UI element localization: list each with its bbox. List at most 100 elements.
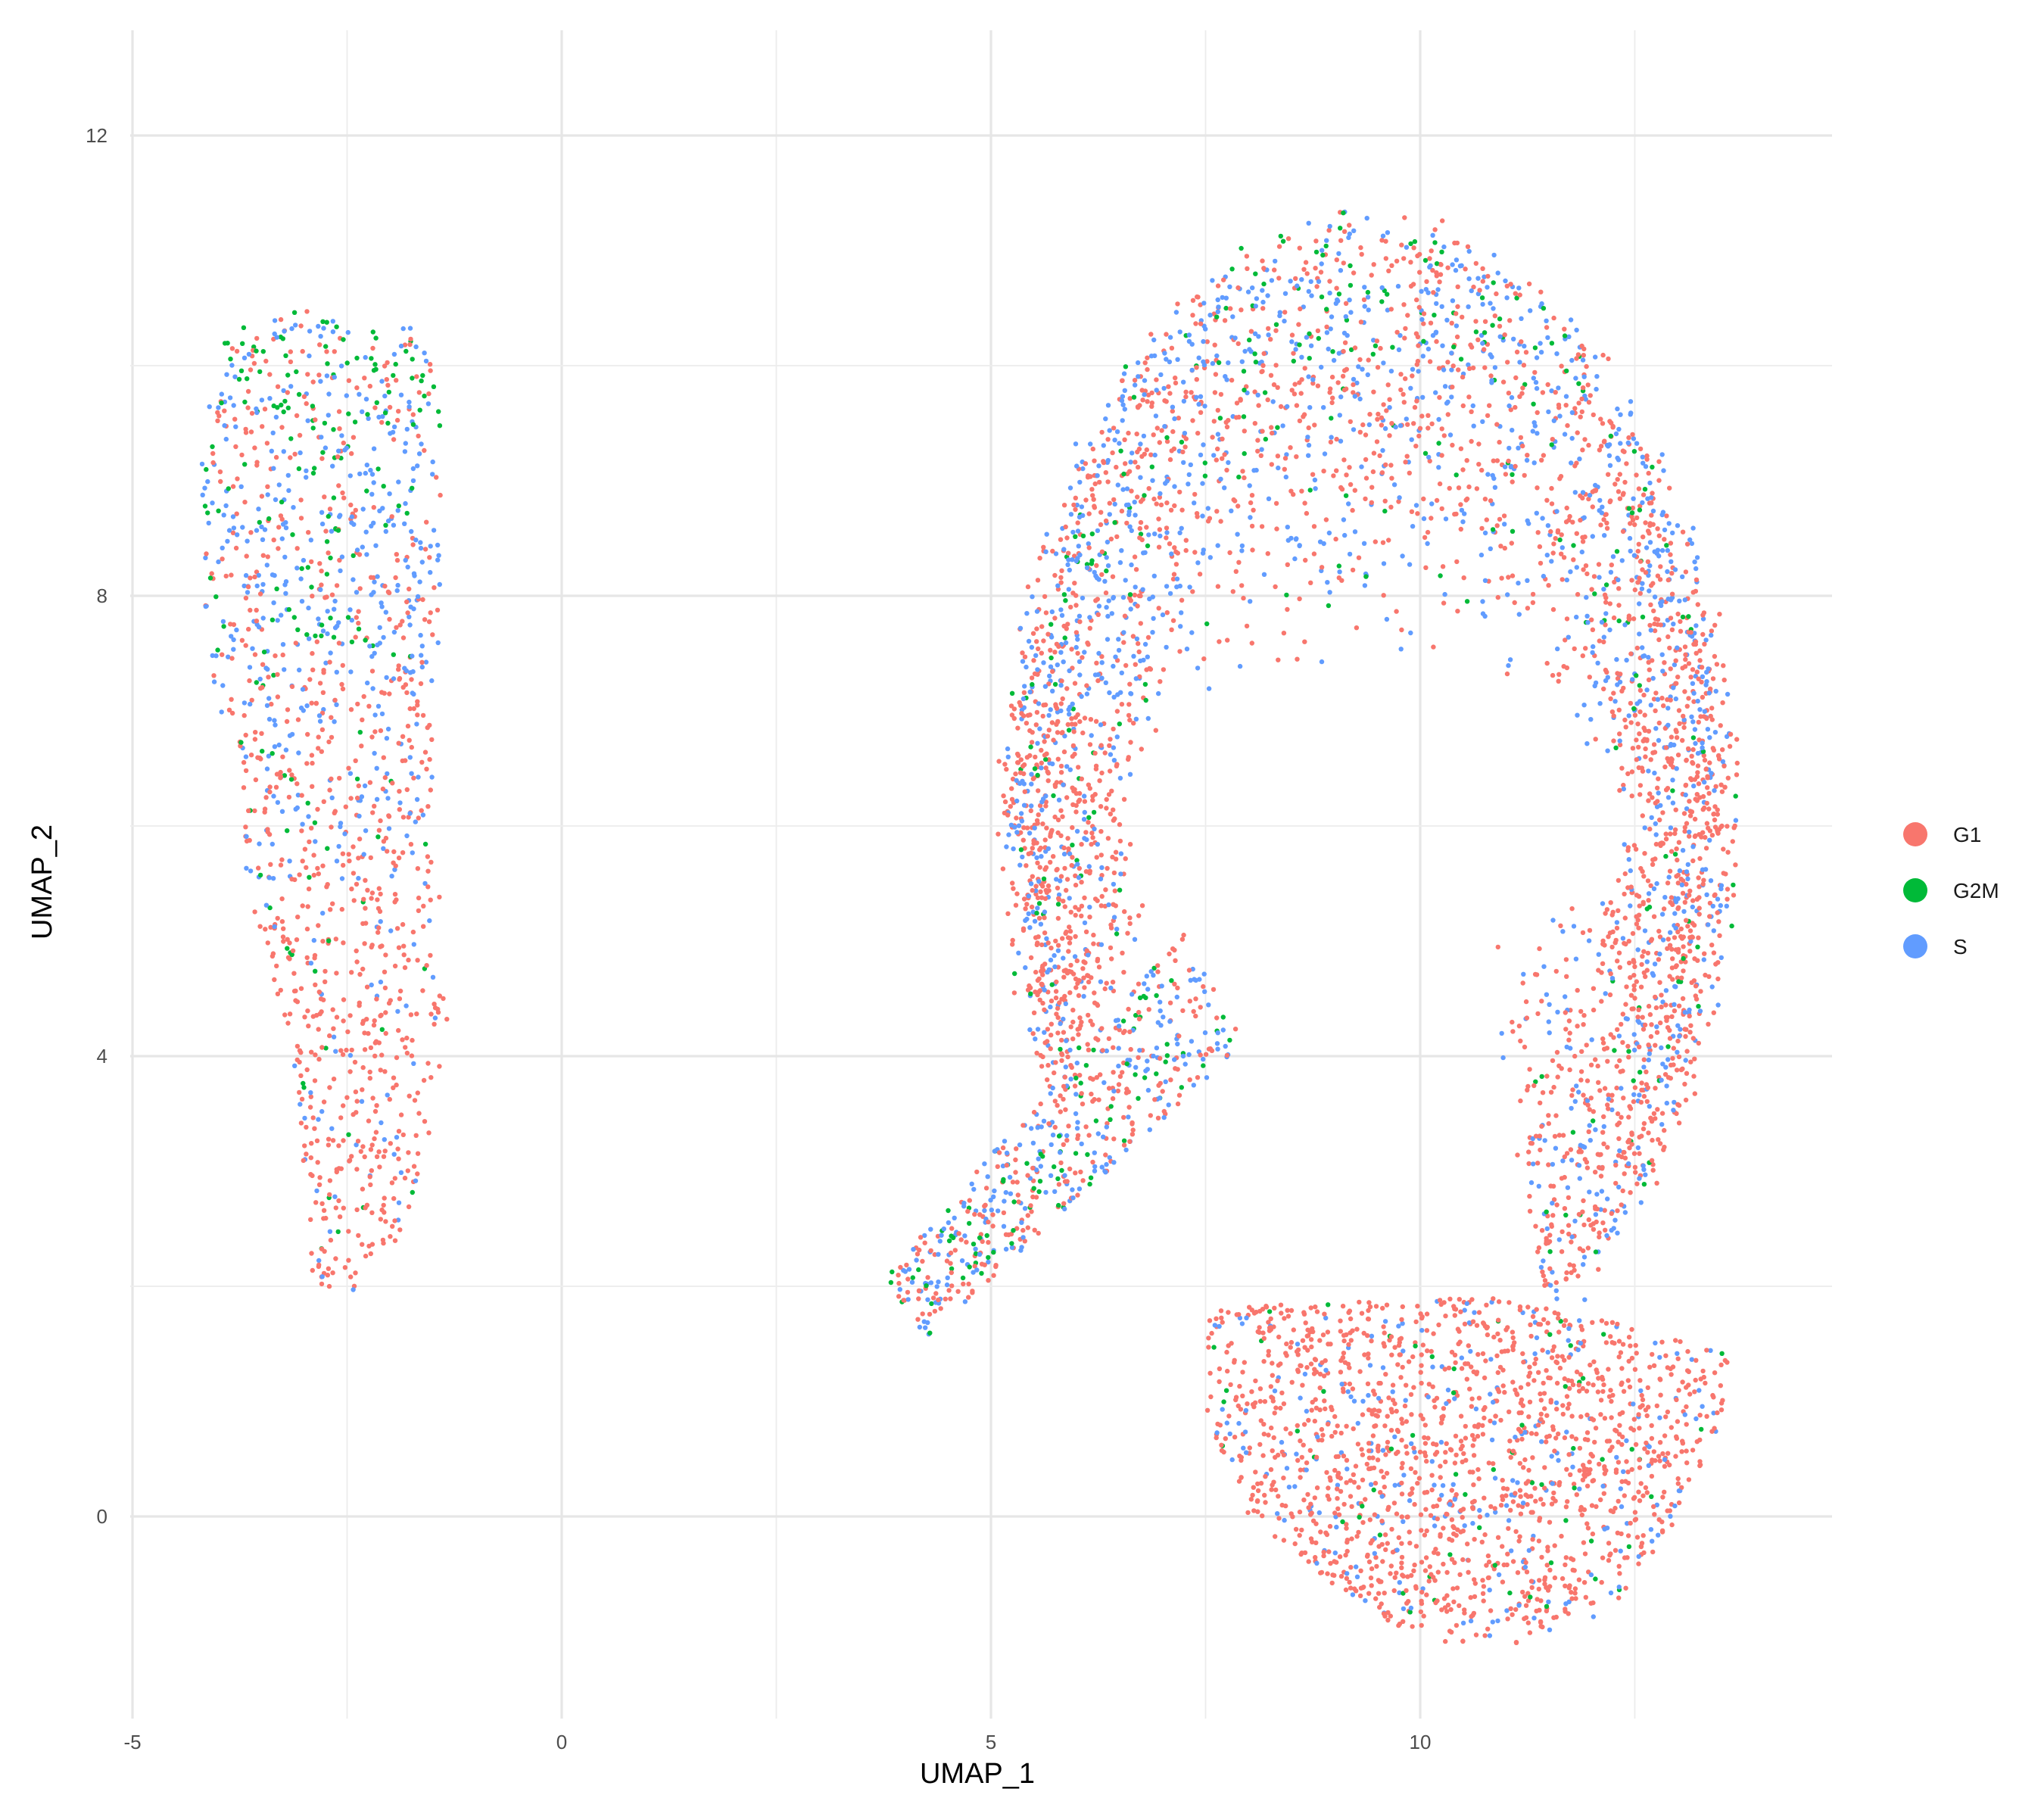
point-g1	[1581, 567, 1586, 572]
point-s	[1670, 778, 1675, 783]
point-s	[1544, 1226, 1550, 1232]
point-g1	[1709, 943, 1715, 948]
point-g1	[1106, 792, 1112, 797]
point-s	[210, 653, 215, 659]
point-g1	[1637, 903, 1642, 908]
point-g1	[1492, 313, 1498, 319]
point-g1	[242, 500, 248, 505]
point-g1	[243, 643, 248, 648]
point-g1	[1079, 880, 1084, 885]
point-g1	[1145, 634, 1151, 640]
point-g1	[1525, 1083, 1531, 1089]
point-g1	[327, 659, 332, 665]
point-s	[1697, 1008, 1703, 1014]
point-g1	[415, 712, 420, 718]
point-g1	[339, 681, 344, 687]
point-g2m	[437, 423, 443, 429]
point-g1	[1656, 459, 1662, 464]
point-s	[1637, 699, 1643, 704]
point-g1	[1630, 930, 1636, 937]
point-g1	[265, 484, 270, 489]
point-g1	[301, 1158, 306, 1164]
point-g1	[309, 1049, 314, 1055]
point-g1	[1609, 1092, 1615, 1098]
point-g1	[312, 1126, 317, 1131]
point-s	[1306, 220, 1311, 226]
point-g2m	[282, 773, 288, 778]
point-s	[272, 572, 277, 578]
point-g1	[1618, 1069, 1623, 1074]
point-g1	[1526, 281, 1532, 287]
point-g1	[294, 781, 300, 787]
point-g1	[400, 921, 406, 927]
point-g2m	[1202, 473, 1208, 478]
point-g1	[1434, 273, 1440, 279]
point-s	[1151, 616, 1156, 622]
point-g1	[1635, 548, 1640, 554]
point-s	[1419, 288, 1424, 294]
point-g1	[413, 1133, 419, 1139]
point-g1	[351, 1111, 356, 1117]
point-g1	[1674, 874, 1679, 879]
point-g1	[356, 856, 361, 861]
point-g1	[1692, 1056, 1697, 1061]
point-s	[1335, 298, 1341, 304]
point-g1	[281, 939, 286, 944]
point-g1	[1033, 754, 1038, 760]
point-s	[1672, 662, 1678, 668]
point-s	[1700, 745, 1705, 750]
point-g2m	[373, 335, 379, 341]
point-g1	[1130, 634, 1136, 639]
point-g1	[1581, 346, 1587, 352]
point-s	[1095, 528, 1101, 534]
point-g1	[1117, 838, 1123, 844]
point-g1	[1169, 627, 1174, 632]
point-g2m	[1686, 614, 1691, 619]
point-g1	[257, 924, 263, 929]
point-g1	[264, 441, 270, 446]
point-g1	[1636, 744, 1641, 750]
point-g1	[1700, 694, 1706, 700]
point-g2m	[319, 622, 325, 628]
point-g1	[1008, 804, 1014, 809]
point-g1	[336, 1143, 341, 1148]
point-s	[1660, 669, 1665, 674]
point-g1	[1028, 850, 1034, 856]
point-g1	[1020, 763, 1026, 769]
point-g2m	[1541, 306, 1547, 311]
point-s	[365, 680, 370, 686]
point-g1	[1551, 1197, 1557, 1202]
point-g1	[1073, 882, 1079, 888]
point-g1	[1681, 968, 1686, 974]
point-g1	[385, 849, 390, 854]
point-s	[336, 843, 341, 849]
point-g1	[1273, 328, 1279, 333]
point-g1	[1075, 520, 1080, 525]
point-g1	[1059, 1058, 1064, 1064]
point-g1	[1546, 583, 1551, 588]
point-g1	[1642, 712, 1647, 718]
point-s	[1129, 450, 1135, 456]
point-g2m	[312, 820, 318, 825]
point-s	[339, 876, 345, 881]
point-g1	[1631, 987, 1637, 993]
point-g1	[1504, 283, 1510, 288]
point-g1	[1422, 535, 1428, 541]
point-g1	[1539, 999, 1544, 1004]
point-g1	[1646, 1130, 1651, 1136]
point-g1	[1584, 1165, 1591, 1170]
point-g2m	[1365, 289, 1371, 295]
point-g1	[309, 559, 314, 565]
point-s	[416, 774, 421, 780]
point-g1	[335, 454, 341, 460]
point-g1	[316, 923, 321, 928]
point-s	[1351, 427, 1357, 432]
point-g1	[324, 884, 329, 890]
point-g1	[394, 552, 399, 557]
point-s	[385, 726, 391, 732]
point-g1	[263, 358, 269, 364]
point-g1	[1045, 778, 1051, 784]
point-g1	[369, 896, 374, 901]
point-g1	[1579, 396, 1584, 402]
point-s	[372, 750, 377, 756]
